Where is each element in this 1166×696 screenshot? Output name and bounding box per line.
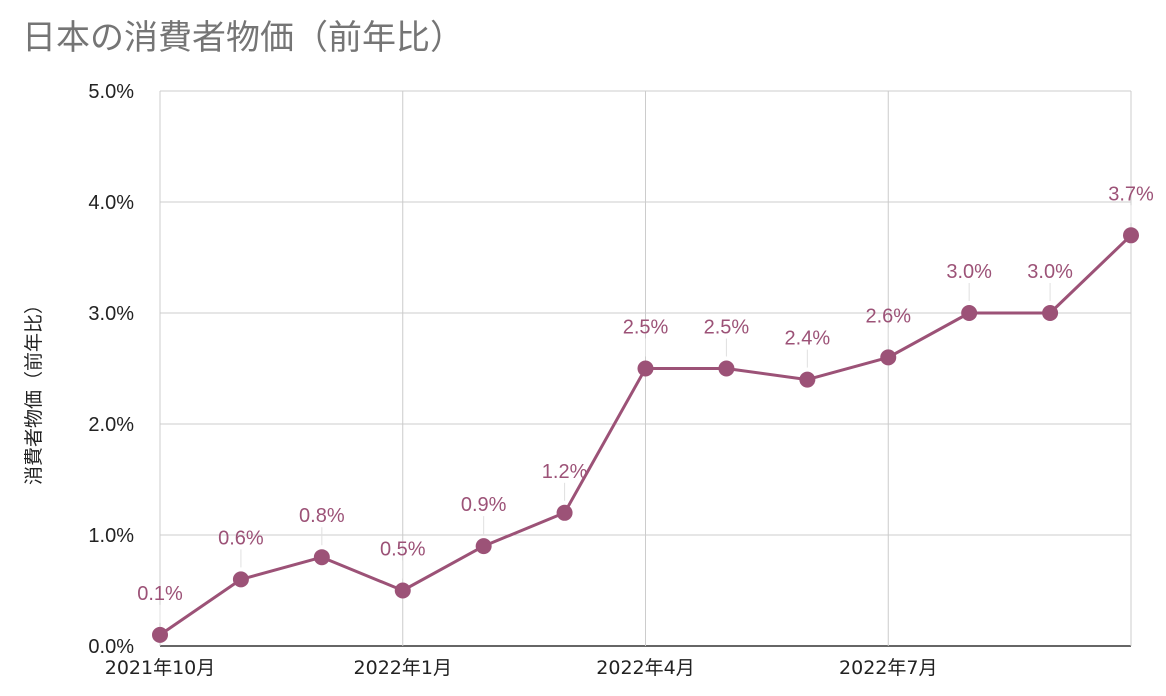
data-label: 1.2%: [542, 461, 588, 483]
y-tick-label: 5.0%: [88, 81, 134, 103]
x-tick-label: 2022年4月: [596, 657, 694, 679]
chart-title: 日本の消費者物価（前年比）: [22, 18, 464, 58]
data-point: [1123, 227, 1139, 244]
data-point: [232, 571, 249, 588]
data-series: 0.1% 0.6% 0.8% 0.5% 0.9% 1.2% 2.5% 2.5% 2.4% 2.6%…: [137, 183, 1154, 643]
data-label: 3.0%: [946, 261, 992, 283]
data-label: 3.0%: [1027, 261, 1073, 283]
data-point: [799, 371, 816, 388]
y-tick-label: 0.0%: [88, 636, 134, 658]
data-point: [475, 538, 492, 555]
grid-lines: [159, 90, 1132, 647]
y-tick-label: 2.0%: [88, 414, 134, 436]
data-label: 0.6%: [218, 527, 264, 549]
y-axis-ticks: 0.0% 1.0% 2.0% 3.0% 4.0% 5.0%: [88, 81, 134, 658]
data-label: 2.4%: [785, 328, 831, 350]
y-tick-label: 3.0%: [88, 303, 134, 325]
x-tick-label: 2022年7月: [839, 657, 937, 679]
x-tick-label: 2021年10月: [105, 657, 216, 679]
data-point: [556, 504, 573, 521]
x-axis-ticks: 2021年10月 2022年1月 2022年4月 2022年7月: [105, 657, 938, 679]
data-point: [961, 305, 978, 321]
data-label: 0.8%: [299, 505, 345, 527]
data-label: 3.7%: [1108, 183, 1154, 205]
x-tick-label: 2022年1月: [354, 657, 452, 679]
data-label: 0.1%: [137, 583, 183, 605]
data-point: [1042, 305, 1059, 321]
data-label: 0.5%: [380, 539, 426, 561]
y-axis-label: 消費者物価（前年比）: [23, 295, 45, 485]
data-point: [637, 360, 654, 377]
data-point: [718, 360, 735, 377]
y-tick-label: 4.0%: [88, 192, 134, 214]
data-point: [152, 626, 168, 643]
data-point: [880, 349, 897, 366]
data-label: 2.5%: [704, 317, 750, 339]
data-point: [313, 549, 330, 566]
data-label: 2.6%: [865, 305, 911, 327]
data-label: 2.5%: [623, 317, 669, 339]
y-tick-label: 1.0%: [88, 525, 134, 547]
data-point: [394, 582, 411, 599]
data-label: 0.9%: [461, 494, 507, 516]
